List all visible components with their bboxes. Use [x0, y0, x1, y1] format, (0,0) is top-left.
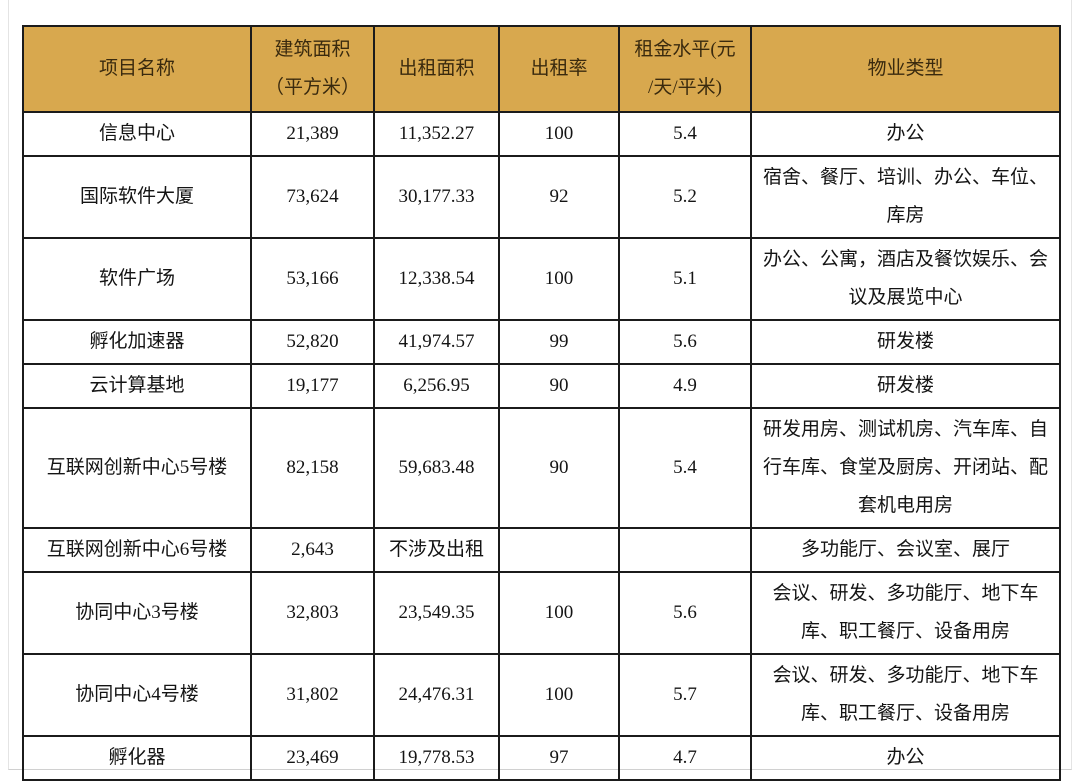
- cell-occupancy-rate: 97: [498, 735, 620, 781]
- cell-leased-area: 不涉及出租: [373, 527, 500, 573]
- cell-occupancy-rate: [498, 527, 620, 573]
- cell-leased-area: 12,338.54: [373, 237, 500, 321]
- table-row: 协同中心4号楼 31,802 24,476.31 100 5.7 会议、研发、多…: [22, 653, 1061, 737]
- cell-property-type: 办公: [750, 111, 1061, 157]
- cell-occupancy-rate: 100: [498, 111, 620, 157]
- cell-building-area: 21,389: [250, 111, 375, 157]
- cell-building-area: 2,643: [250, 527, 375, 573]
- cell-rent-level: [618, 527, 752, 573]
- cell-rent-level: 5.2: [618, 155, 752, 239]
- cell-project-name: 孵化器: [22, 735, 252, 781]
- col-header-project-label: 项目名称: [98, 58, 175, 79]
- cell-property-type: 研发楼: [750, 363, 1061, 409]
- table-row: 互联网创新中心5号楼 82,158 59,683.48 90 5.4 研发用房、…: [22, 407, 1061, 529]
- col-header-property-type: 物业类型: [750, 25, 1061, 113]
- cell-building-area: 52,820: [250, 319, 375, 365]
- table-header: 项目名称 建筑面积 （平方米） 出租面积 出租率 租金水平(元 /天/平米) 物…: [22, 25, 1061, 113]
- cell-property-type: 会议、研发、多功能厅、地下车库、职工餐厅、设备用房: [750, 571, 1061, 655]
- cell-occupancy-rate: 100: [498, 571, 620, 655]
- table-row: 协同中心3号楼 32,803 23,549.35 100 5.6 会议、研发、多…: [22, 571, 1061, 655]
- cell-rent-level: 4.9: [618, 363, 752, 409]
- cell-building-area: 32,803: [250, 571, 375, 655]
- cell-leased-area: 23,549.35: [373, 571, 500, 655]
- cell-property-type: 会议、研发、多功能厅、地下车库、职工餐厅、设备用房: [750, 653, 1061, 737]
- cell-rent-level: 5.4: [618, 111, 752, 157]
- table-row: 国际软件大厦 73,624 30,177.33 92 5.2 宿舍、餐厅、培训、…: [22, 155, 1061, 239]
- cell-project-name: 协同中心4号楼: [22, 653, 252, 737]
- cell-building-area: 23,469: [250, 735, 375, 781]
- header-row: 项目名称 建筑面积 （平方米） 出租面积 出租率 租金水平(元 /天/平米) 物…: [22, 25, 1061, 113]
- cell-building-area: 53,166: [250, 237, 375, 321]
- cell-project-name: 孵化加速器: [22, 319, 252, 365]
- cell-occupancy-rate: 100: [498, 653, 620, 737]
- col-header-property-type-label: 物业类型: [867, 58, 944, 79]
- cell-occupancy-rate: 100: [498, 237, 620, 321]
- table-row: 软件广场 53,166 12,338.54 100 5.1 办公、公寓，酒店及餐…: [22, 237, 1061, 321]
- cell-occupancy-rate: 92: [498, 155, 620, 239]
- cell-rent-level: 4.7: [618, 735, 752, 781]
- col-header-leased-area: 出租面积: [373, 25, 500, 113]
- col-header-building-area-line2: （平方米）: [264, 77, 360, 98]
- table-row: 孵化器 23,469 19,778.53 97 4.7 办公: [22, 735, 1061, 781]
- cell-building-area: 19,177: [250, 363, 375, 409]
- cell-occupancy-rate: 99: [498, 319, 620, 365]
- property-lease-table: 项目名称 建筑面积 （平方米） 出租面积 出租率 租金水平(元 /天/平米) 物…: [22, 25, 1061, 781]
- cell-leased-area: 6,256.95: [373, 363, 500, 409]
- col-header-rent-level-line1: 租金水平(元: [634, 39, 736, 60]
- cell-project-name: 国际软件大厦: [22, 155, 252, 239]
- cell-project-name: 信息中心: [22, 111, 252, 157]
- col-header-occupancy-rate-label: 出租率: [530, 58, 588, 79]
- col-header-building-area-line1: 建筑面积: [274, 39, 351, 60]
- cell-project-name: 云计算基地: [22, 363, 252, 409]
- cell-building-area: 82,158: [250, 407, 375, 529]
- col-header-rent-level: 租金水平(元 /天/平米): [618, 25, 752, 113]
- cell-leased-area: 24,476.31: [373, 653, 500, 737]
- table-row: 互联网创新中心6号楼 2,643 不涉及出租 多功能厅、会议室、展厅: [22, 527, 1061, 573]
- cell-property-type: 办公: [750, 735, 1061, 781]
- cell-property-type: 办公、公寓，酒店及餐饮娱乐、会议及展览中心: [750, 237, 1061, 321]
- col-header-rent-level-line2: /天/平米): [648, 77, 722, 98]
- table-row: 云计算基地 19,177 6,256.95 90 4.9 研发楼: [22, 363, 1061, 409]
- cell-leased-area: 59,683.48: [373, 407, 500, 529]
- table-body: 信息中心 21,389 11,352.27 100 5.4 办公 国际软件大厦 …: [22, 111, 1061, 781]
- cell-property-type: 研发用房、测试机房、汽车库、自行车库、食堂及厨房、开闭站、配套机电用房: [750, 407, 1061, 529]
- cell-rent-level: 5.7: [618, 653, 752, 737]
- table-row: 信息中心 21,389 11,352.27 100 5.4 办公: [22, 111, 1061, 157]
- cell-property-type: 宿舍、餐厅、培训、办公、车位、库房: [750, 155, 1061, 239]
- cell-building-area: 73,624: [250, 155, 375, 239]
- cell-leased-area: 11,352.27: [373, 111, 500, 157]
- cell-rent-level: 5.4: [618, 407, 752, 529]
- cell-property-type: 研发楼: [750, 319, 1061, 365]
- cell-building-area: 31,802: [250, 653, 375, 737]
- cell-project-name: 软件广场: [22, 237, 252, 321]
- cell-project-name: 协同中心3号楼: [22, 571, 252, 655]
- table-row: 孵化加速器 52,820 41,974.57 99 5.6 研发楼: [22, 319, 1061, 365]
- col-header-building-area: 建筑面积 （平方米）: [250, 25, 375, 113]
- cell-project-name: 互联网创新中心6号楼: [22, 527, 252, 573]
- col-header-project: 项目名称: [22, 25, 252, 113]
- col-header-occupancy-rate: 出租率: [498, 25, 620, 113]
- col-header-leased-area-label: 出租面积: [398, 58, 475, 79]
- cell-leased-area: 19,778.53: [373, 735, 500, 781]
- cell-property-type: 多功能厅、会议室、展厅: [750, 527, 1061, 573]
- cell-leased-area: 41,974.57: [373, 319, 500, 365]
- cell-occupancy-rate: 90: [498, 363, 620, 409]
- cell-rent-level: 5.1: [618, 237, 752, 321]
- cell-rent-level: 5.6: [618, 571, 752, 655]
- cell-rent-level: 5.6: [618, 319, 752, 365]
- cell-occupancy-rate: 90: [498, 407, 620, 529]
- cell-leased-area: 30,177.33: [373, 155, 500, 239]
- cell-project-name: 互联网创新中心5号楼: [22, 407, 252, 529]
